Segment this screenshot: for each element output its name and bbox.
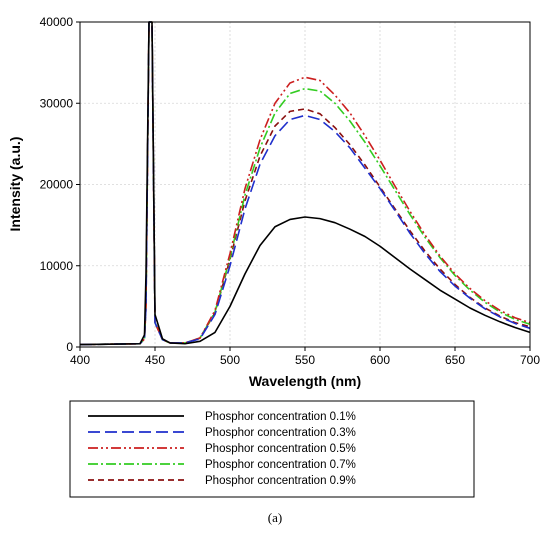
legend-label-4: Phosphor concentration 0.9% [205,475,356,487]
y-tick-label-0: 0 [66,340,73,354]
legend-label-1: Phosphor concentration 0.3% [205,427,356,439]
series-line-4 [79,21,531,346]
y-axis-title: Intensity (a.u.) [7,137,23,232]
x-axis-ticks: 400 450 500 550 600 650 700 [70,347,540,367]
x-tick-label-1: 450 [145,353,165,367]
legend-label-0: Phosphor concentration 0.1% [205,411,356,423]
y-tick-label-4: 40000 [40,15,74,29]
series-layer [79,21,531,346]
figure-caption: (a) [268,510,282,525]
grid [80,22,530,347]
series-line-0 [79,21,531,346]
x-tick-label-4: 600 [370,353,390,367]
x-tick-label-6: 700 [520,353,540,367]
legend-label-3: Phosphor concentration 0.7% [205,459,356,471]
y-tick-label-3: 30000 [40,96,74,110]
y-axis-ticks: 0 10000 20000 30000 40000 [40,15,80,354]
x-tick-label-3: 550 [295,353,315,367]
x-axis-title: Wavelength (nm) [249,373,361,389]
legend: Phosphor concentration 0.1% Phosphor conc… [88,411,356,487]
legend-box [69,400,475,498]
x-tick-label-2: 500 [220,353,240,367]
y-tick-label-2: 20000 [40,178,74,192]
x-tick-label-5: 650 [445,353,465,367]
y-tick-label-1: 10000 [40,259,74,273]
legend-label-2: Phosphor concentration 0.5% [205,443,356,455]
x-tick-label-0: 400 [70,353,90,367]
